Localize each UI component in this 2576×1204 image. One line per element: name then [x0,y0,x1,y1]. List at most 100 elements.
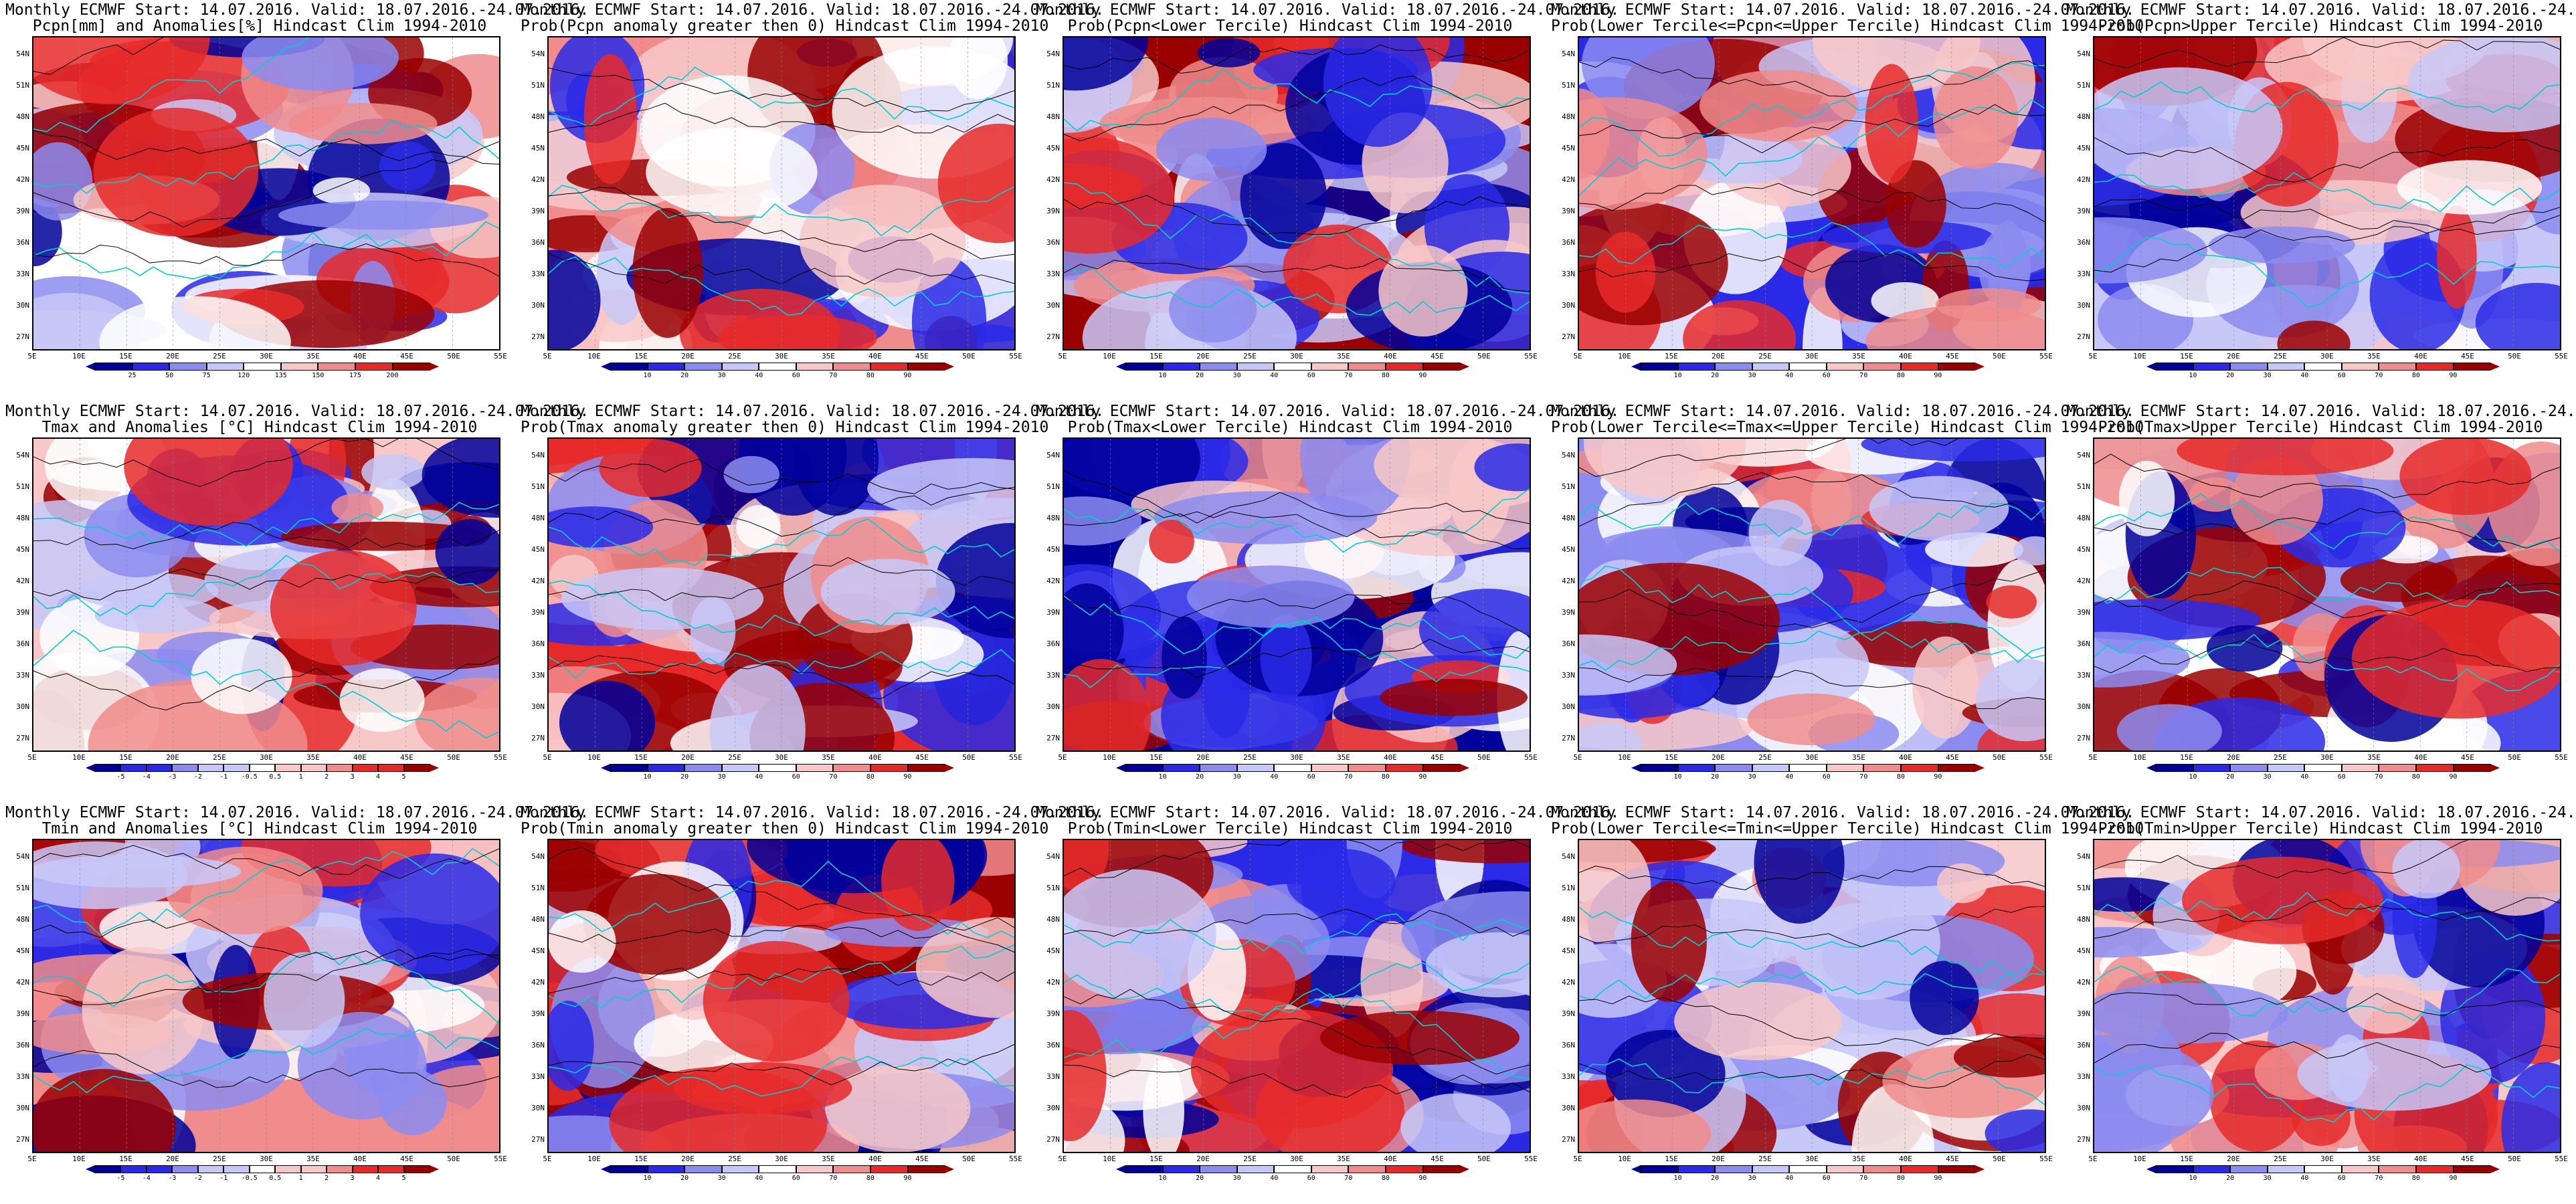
colorbar-tick-label: 60 [1822,1175,1831,1182]
map-field [549,439,1014,750]
longitude-label: 35E [306,1155,320,1163]
latitude-label: 36N [1046,1041,1060,1049]
colorbar-tick-label: 2 [325,773,329,781]
colorbar-swatch [2193,764,2231,772]
colorbar-tick-label: 20 [680,372,689,379]
forecast-map [2093,36,2561,350]
longitude-label: 15E [1665,753,1678,762]
latitude-label: 30N [16,301,29,310]
latitude-label: 33N [16,1072,29,1081]
longitude-label: 15E [119,352,132,361]
latitude-label: 33N [2077,270,2090,278]
panel-title-line2: Prob(Tmax<Lower Tercile) Hindcast Clim 1… [1067,419,1513,436]
map-panel: Monthly ECMWF Start: 14.07.2016. Valid: … [521,1,1104,400]
colorbar-swatch [1385,764,1423,772]
colorbar-swatch [120,1165,147,1173]
latitude-label: 39N [2077,1009,2090,1018]
latitude-label: 33N [1562,270,1575,278]
longitude-label: 15E [634,352,648,361]
longitude-label: 55E [2039,1155,2053,1163]
latitude-label: 30N [531,1104,545,1112]
colorbar-tick-label: 10 [2189,1175,2197,1182]
forecast-map [1063,839,1531,1153]
colorbar-tick-label: 60 [2337,1175,2346,1182]
colorbar-swatch [1826,363,1864,371]
colorbar-tick-label: 30 [2263,372,2272,379]
panel-title-line2: Prob(Lower Tercile<=Tmin<=Upper Tercile)… [1551,820,2144,837]
longitude-label: 50E [1477,753,1491,762]
latitude-label: 54N [2077,451,2090,460]
colorbar-tick-label: 70 [2375,773,2383,781]
longitude-label: 5E [543,352,552,361]
latitude-label: 45N [1562,946,1575,955]
colorbar-swatch [2341,1165,2379,1173]
colorbar-swatch [1938,363,1976,371]
latitude-label: 45N [1046,144,1060,153]
latitude-label: 33N [531,671,545,680]
colorbar [2146,1165,2500,1173]
panel-title-line1: Monthly ECMWF Start: 14.07.2016. Valid: … [1036,1,1620,19]
colorbar-swatch [2267,363,2305,371]
colorbar-swatch [647,764,685,772]
longitude-label: 40E [353,1155,367,1163]
latitude-label: 42N [2077,175,2090,184]
latitude-label: 27N [1562,734,1575,742]
colorbar-swatch [1200,1165,1237,1173]
latitude-label: 48N [531,514,545,522]
latitude-label: 54N [531,852,545,861]
map-panel: Monthly ECMWF Start: 14.07.2016. Valid: … [521,804,1104,1203]
colorbar-swatch [1677,1165,1716,1173]
longitude-label: 20E [1712,352,1725,361]
panel-title-line1: Monthly ECMWF Start: 14.07.2016. Valid: … [5,1,589,19]
colorbar-tick-label: 10 [1673,372,1682,379]
colorbar-swatch [2193,1165,2231,1173]
colorbar-swatch [275,764,301,772]
latitude-label: 48N [2077,915,2090,924]
longitude-label: 10E [1618,753,1631,762]
colorbar-swatch [1422,1165,1461,1173]
map-field [33,439,499,750]
longitude-label: 45E [1946,352,1959,361]
colorbar-swatch [1789,363,1827,371]
panel-title-line2: Prob(Tmax>Upper Tercile) Hindcast Clim 1… [2098,419,2543,436]
colorbar-swatch [1900,1165,1938,1173]
colorbar-swatch [2341,363,2379,371]
colorbar-tick-label: 70 [829,1175,838,1182]
colorbar-swatch [223,764,250,772]
map-field [1579,37,2045,349]
colorbar-tick-label: 60 [1307,773,1315,781]
latitude-label: 45N [1562,545,1575,554]
forecast-map [1578,839,2046,1153]
colorbar-swatch [2230,764,2268,772]
colorbar-swatch [352,1165,379,1173]
latitude-label: 51N [1562,81,1575,90]
colorbar-swatch [1789,764,1827,772]
longitude-label: 25E [1243,753,1257,762]
latitude-label: 33N [531,1072,545,1081]
longitude-label: 35E [822,352,835,361]
longitude-label: 20E [1196,1155,1210,1163]
latitude-label: 45N [1046,545,1060,554]
latitude-label: 51N [16,81,29,90]
latitude-label: 36N [1562,1041,1575,1049]
map-field [2094,840,2560,1152]
longitude-label: 30E [2320,1155,2334,1163]
latitude-label: 51N [531,81,545,90]
latitude-label: 36N [2077,639,2090,648]
colorbar-swatch [2415,363,2454,371]
colorbar-tick-label: 20 [2226,1175,2235,1182]
colorbar-swatch [1162,363,1200,371]
longitude-label: 50E [1993,753,2006,762]
panel-title-line2: Prob(Lower Tercile<=Pcpn<=Upper Tercile)… [1551,17,2144,35]
panel-title-line2: Prob(Tmin>Upper Tercile) Hindcast Clim 1… [2098,820,2543,837]
longitude-label: 50E [1477,352,1491,361]
longitude-label: 50E [2508,753,2521,762]
longitude-label: 40E [1384,753,1397,762]
colorbar-swatch [2267,764,2305,772]
longitude-label: 25E [213,1155,226,1163]
latitude-label: 39N [1046,608,1060,617]
latitude-label: 27N [1046,1135,1060,1144]
colorbar-swatch [2156,764,2193,772]
colorbar-tick-label: 10 [643,1175,652,1182]
colorbar-tick-label: 20 [680,1175,689,1182]
